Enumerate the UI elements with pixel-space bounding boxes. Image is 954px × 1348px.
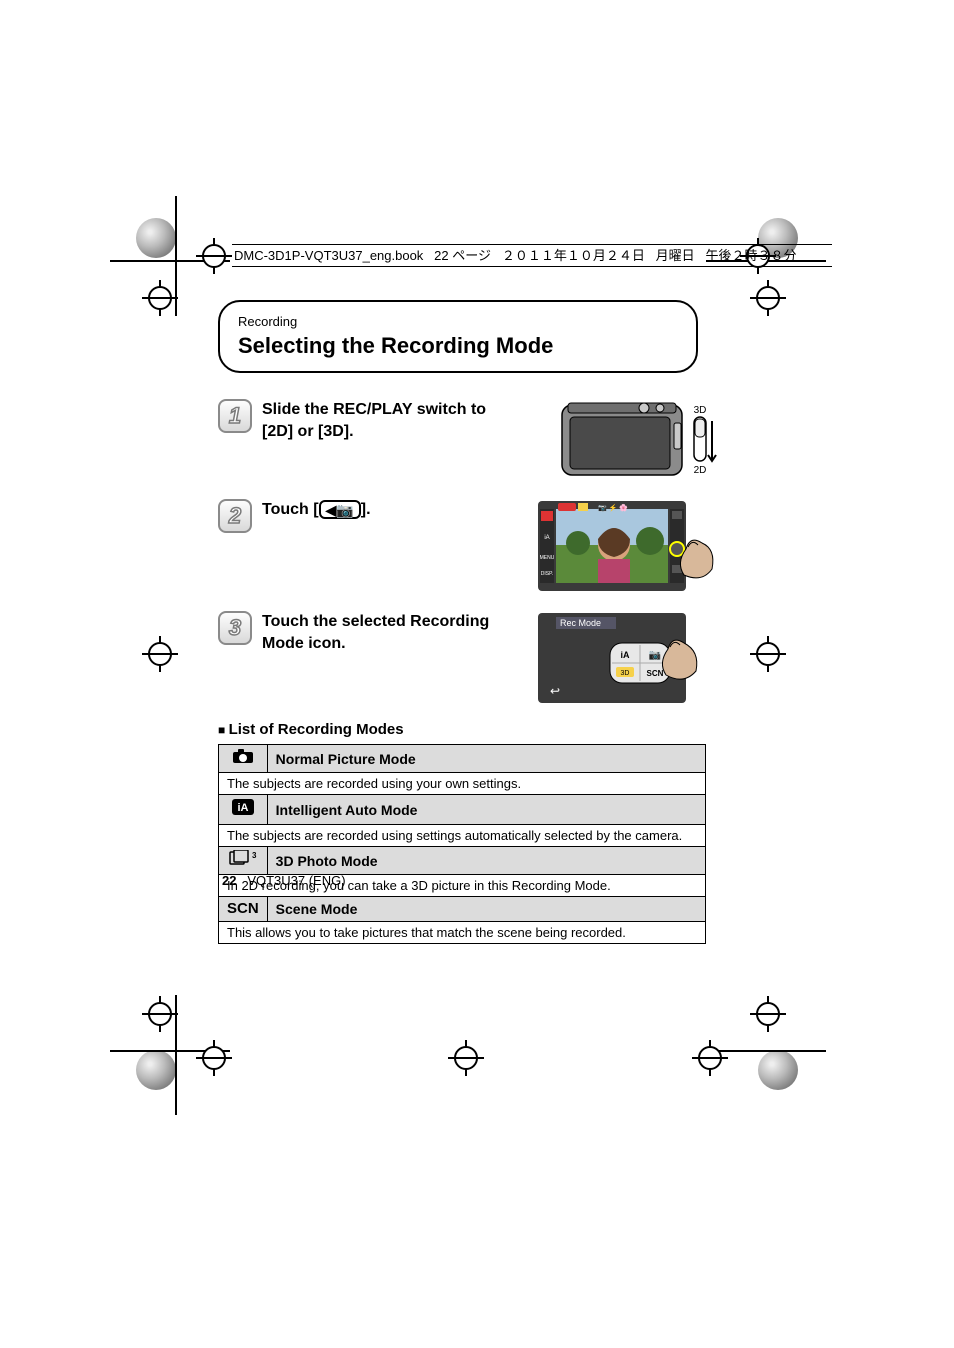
file-name: DMC-3D1P-VQT3U37_eng.book [234, 248, 423, 263]
svg-text:3D: 3D [621, 670, 630, 677]
print-crosshair [448, 1040, 484, 1076]
step-row: 3 Touch the selected Recording Mode icon… [218, 611, 718, 707]
step-text-line: Slide the REC/PLAY switch to [262, 401, 486, 418]
print-crosshair [750, 636, 786, 672]
step-row: 1 Slide the REC/PLAY switch to [2D] or [… [218, 399, 718, 483]
step-number-badge: 1 [218, 399, 252, 433]
step-number-badge: 2 [218, 499, 252, 533]
svg-text:iA: iA [621, 650, 631, 660]
file-header-strip: DMC-3D1P-VQT3U37_eng.book 22 ページ ２０１１年１０… [232, 244, 832, 267]
print-crosshair [196, 1040, 232, 1076]
slider-label-2d: 2D [694, 465, 707, 476]
mode-icon-cell: 3D [219, 847, 268, 875]
svg-text:iA: iA [544, 535, 549, 541]
file-weekday: 月曜日 [656, 248, 695, 263]
svg-text:📷 ⚡ 🌸: 📷 ⚡ 🌸 [598, 503, 628, 512]
page-footer-label: VQT3U37 (ENG) [247, 873, 345, 888]
page-content: Recording Selecting the Recording Mode 1… [218, 300, 718, 944]
table-row: iA Intelligent Auto Mode [219, 795, 706, 825]
svg-text:iA: iA [237, 802, 248, 814]
slider-label-3d: 3D [694, 405, 707, 416]
table-row: The subjects are recorded using settings… [219, 825, 706, 847]
step-row: 2 Touch [◀📷]. iA [218, 499, 718, 595]
step-text-line: [2D] or [3D]. [262, 423, 354, 440]
step-number: 2 [229, 503, 241, 529]
print-crosshair [142, 636, 178, 672]
step-illustration: 3D 2D [560, 399, 718, 483]
step-text-line: Mode icon. [262, 635, 346, 652]
title-main: Selecting the Recording Mode [238, 333, 678, 359]
page-footer: 22 VQT3U37 (ENG) [222, 873, 346, 888]
mode-desc: The subjects are recorded using your own… [219, 773, 706, 795]
table-row: This allows you to take pictures that ma… [219, 922, 706, 944]
svg-text:3D: 3D [252, 851, 257, 860]
table-row: 3D 3D Photo Mode [219, 847, 706, 875]
mode-desc: The subjects are recorded using settings… [219, 825, 706, 847]
svg-text:↩: ↩ [550, 684, 560, 698]
rec-mode-label: Rec Mode [560, 618, 601, 628]
mode-name: Scene Mode [267, 897, 705, 922]
mode-name: Normal Picture Mode [267, 745, 705, 773]
mode-icon-cell [219, 745, 268, 773]
table-row: The subjects are recorded using your own… [219, 773, 706, 795]
step-number-badge: 3 [218, 611, 252, 645]
print-crosshair [750, 280, 786, 316]
step-illustration: Rec Mode iA 📷 3D SCN ↩ [538, 611, 718, 707]
mode-icon-cell: iA [219, 795, 268, 825]
file-date: ２０１１年１０月２４日 [502, 248, 645, 263]
mode-name: Intelligent Auto Mode [267, 795, 705, 825]
svg-text:SCN: SCN [647, 669, 664, 678]
svg-text:MENU: MENU [540, 555, 555, 561]
print-crosshair [692, 1040, 728, 1076]
page-number: 22 [222, 873, 236, 888]
file-page: 22 ページ [434, 248, 491, 263]
svg-text:DISP.: DISP. [541, 571, 553, 577]
step-text: Touch the selected Recording Mode icon. [262, 611, 528, 654]
file-time: 午後２時３８分 [706, 248, 797, 263]
step-illustration: iA MENU DISP. 📷 ⚡ 🌸 [538, 499, 718, 595]
table-row: Normal Picture Mode [219, 745, 706, 773]
mode-change-icon: ◀📷 [319, 500, 361, 519]
print-mark-ball [136, 218, 176, 258]
print-mark-ball [758, 1050, 798, 1090]
print-crosshair [142, 280, 178, 316]
mode-icon-cell: SCN [219, 897, 268, 922]
step-text: Slide the REC/PLAY switch to [2D] or [3D… [262, 399, 550, 442]
mode-name: 3D Photo Mode [267, 847, 705, 875]
step-text: Touch [◀📷]. [262, 499, 528, 521]
table-row: SCN Scene Mode [219, 897, 706, 922]
section-heading: List of Recording Modes [218, 721, 718, 738]
step-number: 1 [229, 403, 241, 429]
print-crosshair [142, 996, 178, 1032]
print-mark-ball [136, 1050, 176, 1090]
mode-desc: This allows you to take pictures that ma… [219, 922, 706, 944]
step-text-line: Touch the selected Recording [262, 613, 489, 630]
print-crosshair [750, 996, 786, 1032]
title-box: Recording Selecting the Recording Mode [218, 300, 698, 373]
title-category: Recording [238, 314, 678, 329]
svg-text:📷: 📷 [649, 650, 661, 661]
print-crosshair [196, 238, 232, 274]
step-number: 3 [229, 615, 241, 641]
modes-table: Normal Picture Mode The subjects are rec… [218, 744, 706, 944]
